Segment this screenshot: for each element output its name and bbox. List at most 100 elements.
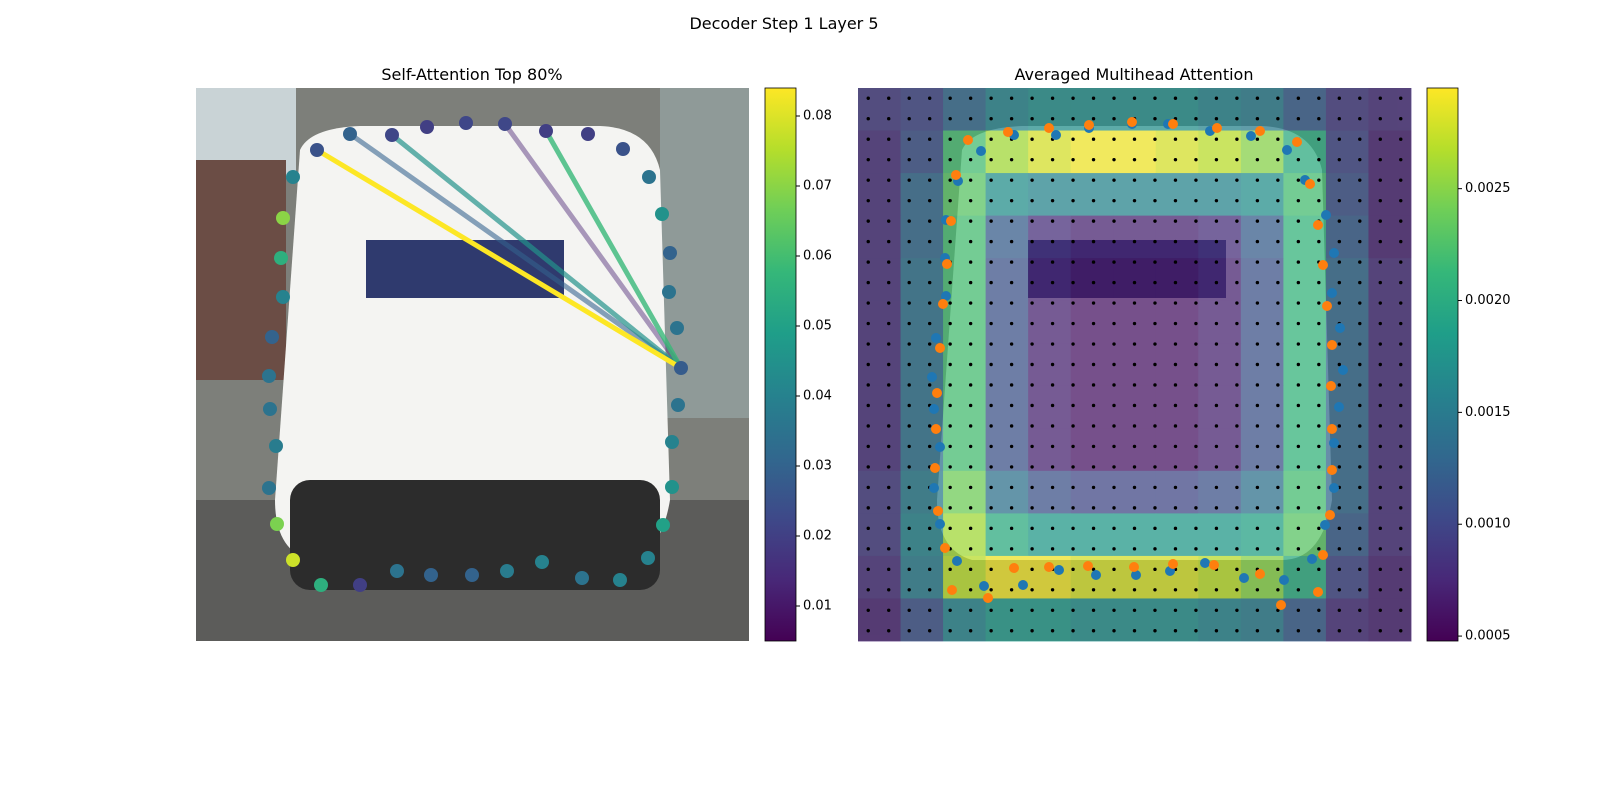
patch-dot xyxy=(1050,260,1055,264)
heat-cell xyxy=(858,173,902,217)
patch-dot xyxy=(948,178,952,182)
patch-dot xyxy=(887,178,891,182)
patch-dot xyxy=(1358,424,1362,428)
heat-cell xyxy=(1198,173,1242,217)
patch-dot xyxy=(1276,219,1280,223)
patch-dot xyxy=(1009,403,1014,408)
heat-cell xyxy=(1240,300,1284,344)
patch-dot xyxy=(1296,96,1301,100)
patch-dot xyxy=(1276,178,1280,182)
patch-dot xyxy=(1235,608,1239,612)
patch-dot xyxy=(1071,465,1075,469)
patch-dot xyxy=(887,157,891,162)
patch-dot xyxy=(989,547,993,551)
patch-dot xyxy=(989,608,993,612)
patch-dot xyxy=(1050,321,1055,326)
patch-dot xyxy=(1255,403,1260,408)
patch-dot xyxy=(1194,506,1198,510)
patch-dot xyxy=(1337,362,1342,367)
patch-dot xyxy=(1071,608,1075,612)
patch-dot xyxy=(1009,239,1014,244)
patch-dot xyxy=(1235,547,1239,551)
patch-dot xyxy=(1214,157,1219,162)
patch-dot xyxy=(1173,321,1178,326)
patch-dot xyxy=(968,342,973,346)
patch-dot xyxy=(968,506,973,510)
patch-dot xyxy=(1173,383,1178,387)
point xyxy=(613,573,627,587)
heat-cell xyxy=(858,598,902,642)
patch-dot xyxy=(1255,96,1260,100)
patch-dot xyxy=(1317,547,1321,551)
patch-dot xyxy=(948,157,952,162)
patch-dot xyxy=(1378,321,1382,326)
patch-dot xyxy=(968,157,973,162)
patch-dot xyxy=(1009,362,1014,367)
patch-dot xyxy=(1214,444,1219,449)
colorbar-tick-label: 0.02 xyxy=(803,529,832,544)
heat-cell xyxy=(1028,385,1072,429)
patch-dot xyxy=(887,547,891,551)
patch-dot xyxy=(1153,608,1157,612)
patch-dot xyxy=(1276,629,1280,633)
patch-dot xyxy=(1194,485,1198,490)
point xyxy=(1276,600,1286,610)
patch-dot xyxy=(887,301,891,305)
point xyxy=(952,556,962,566)
point xyxy=(1209,560,1219,570)
patch-dot xyxy=(1153,96,1157,100)
patch-dot xyxy=(1358,547,1362,551)
point xyxy=(929,404,939,414)
heat-cell xyxy=(900,513,944,557)
patch-dot xyxy=(1091,506,1096,510)
patch-dot xyxy=(1153,342,1157,346)
patch-dot xyxy=(1255,198,1260,203)
patch-dot xyxy=(1009,485,1014,490)
patch-dot xyxy=(1337,239,1342,244)
heat-cell xyxy=(858,215,902,259)
patch-dot xyxy=(948,362,952,367)
point xyxy=(1239,573,1249,583)
patch-dot xyxy=(1132,157,1137,162)
patch-dot xyxy=(1317,178,1321,182)
panel-title: Averaged Multihead Attention xyxy=(1015,65,1254,84)
patch-dot xyxy=(1296,465,1301,469)
patch-dot xyxy=(1050,239,1055,244)
patch-dot xyxy=(1276,403,1280,408)
patch-dot xyxy=(1317,301,1321,305)
patch-dot xyxy=(1194,567,1198,572)
patch-dot xyxy=(1071,362,1075,367)
patch-dot xyxy=(1071,260,1075,264)
patch-dot xyxy=(1296,629,1301,633)
patch-dot xyxy=(1132,362,1137,367)
patch-dot xyxy=(1214,485,1219,490)
patch-dot xyxy=(1132,506,1137,510)
patch-dot xyxy=(1399,137,1403,141)
heat-cell xyxy=(1070,215,1114,259)
patch-dot xyxy=(1255,260,1260,264)
patch-dot xyxy=(1255,239,1260,244)
heat-cell xyxy=(1155,470,1199,514)
patch-dot xyxy=(1009,280,1014,285)
point xyxy=(1003,127,1013,137)
heat-cell xyxy=(1070,258,1114,302)
patch-dot xyxy=(1276,321,1280,326)
point xyxy=(286,553,300,567)
patch-dot xyxy=(989,260,993,264)
patch-dot xyxy=(968,321,973,326)
patch-dot xyxy=(1112,444,1116,449)
patch-dot xyxy=(948,117,952,121)
patch-dot xyxy=(1296,506,1301,510)
patch-dot xyxy=(1317,465,1321,469)
patch-dot xyxy=(968,465,973,469)
patch-dot xyxy=(1194,260,1198,264)
patch-dot xyxy=(1009,178,1014,182)
patch-dot xyxy=(1378,301,1382,305)
patch-dot xyxy=(1091,117,1096,121)
patch-dot xyxy=(1235,383,1239,387)
patch-dot xyxy=(1255,219,1260,223)
patch-dot xyxy=(1030,96,1034,100)
patch-dot xyxy=(1337,629,1342,633)
patch-dot xyxy=(1255,321,1260,326)
point xyxy=(581,127,595,141)
